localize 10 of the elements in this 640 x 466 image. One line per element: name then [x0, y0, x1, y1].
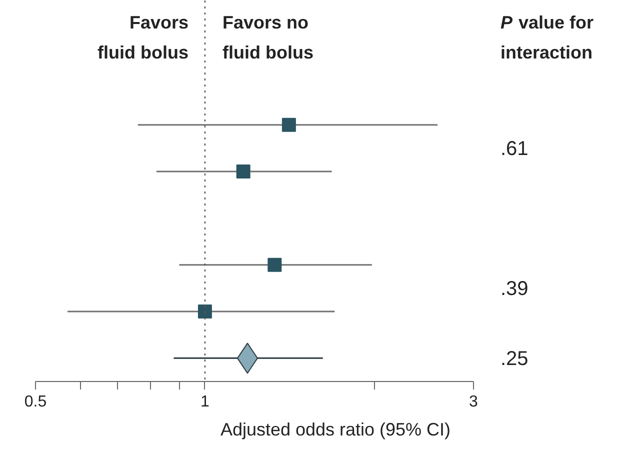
text: .25 [500, 348, 528, 370]
x-axis-title: Adjusted odds ratio (95% CI) [220, 420, 451, 440]
text: .61 [500, 138, 528, 160]
text: .39 [500, 278, 528, 300]
text: Favors fluid bolus [98, 12, 189, 62]
text: P value for interaction [500, 12, 594, 62]
x-tick-label: 0.5 [24, 394, 47, 410]
x-tick-label: 1 [200, 394, 210, 410]
text: Favors no fluid bolus [222, 12, 314, 62]
x-tick-label: 3 [469, 394, 478, 410]
